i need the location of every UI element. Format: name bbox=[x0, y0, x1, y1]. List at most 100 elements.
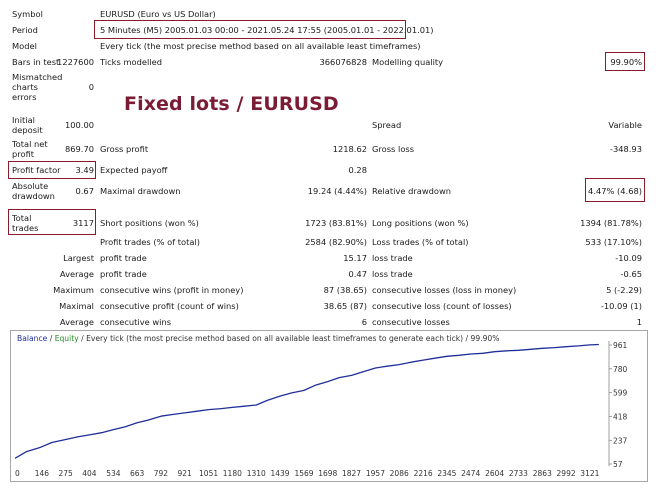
loss-trades-value: 533 (17.10%) bbox=[585, 237, 642, 247]
total-net-profit-value: 869.70 bbox=[64, 144, 94, 154]
chart-legend: Balance / Equity / Every tick (the most … bbox=[17, 334, 499, 343]
total-trades-value: 3117 bbox=[72, 218, 94, 228]
ticks-modelled-label: Ticks modelled bbox=[100, 57, 162, 67]
mismatched-label-line2: charts bbox=[12, 82, 38, 92]
balance-chart: Balance / Equity / Every tick (the most … bbox=[10, 330, 648, 482]
total-net-profit-label-line1: Total net bbox=[12, 139, 48, 149]
legend-equity: Equity bbox=[54, 334, 79, 343]
profit-factor-highlight-box bbox=[8, 161, 96, 179]
modelling-quality-label: Modelling quality bbox=[372, 57, 444, 67]
total-trades-highlight-box bbox=[8, 209, 96, 235]
profit-trades-label: Profit trades (% of total) bbox=[100, 237, 200, 247]
bars-in-test-label: Bars in test bbox=[12, 57, 60, 67]
average-consecutive-losses-label: consecutive losses bbox=[372, 317, 450, 327]
initial-deposit-label-line2: deposit bbox=[12, 125, 43, 135]
model-label: Model bbox=[12, 41, 37, 51]
initial-deposit-label-line1: Initial bbox=[12, 115, 35, 125]
y-tick-label: 780 bbox=[613, 365, 628, 374]
loss-trades-label: Loss trades (% of total) bbox=[372, 237, 469, 247]
largest-loss-trade-label: loss trade bbox=[372, 253, 413, 263]
expected-payoff-label: Expected payoff bbox=[100, 165, 168, 175]
short-positions-value: 1723 (83.81%) bbox=[305, 218, 367, 228]
detail-prefix-largest: Largest bbox=[63, 253, 94, 263]
gross-loss-label: Gross loss bbox=[372, 144, 415, 154]
maximal-consecutive-profit-value: 38.65 (87) bbox=[323, 301, 367, 311]
relative-drawdown-label: Relative drawdown bbox=[372, 186, 452, 196]
symbol-value: EURUSD (Euro vs US Dollar) bbox=[100, 9, 216, 19]
average-consecutive-wins-label: consecutive wins bbox=[100, 317, 172, 327]
absolute-drawdown-label-line2: drawdown bbox=[12, 191, 55, 201]
x-tick-label: 0 bbox=[15, 469, 20, 478]
max-consecutive-wins-value: 87 (38.65) bbox=[323, 285, 367, 295]
x-tick-label: 2733 bbox=[509, 469, 528, 478]
profit-factor-value: 3.49 bbox=[75, 165, 94, 175]
balance-chart-svg: 961 780 599 418 237 57 0 146 275 404 534 663 792 921 1… bbox=[14, 341, 628, 478]
absolute-drawdown-value: 0.67 bbox=[75, 186, 94, 196]
x-tick-label: 2345 bbox=[437, 469, 456, 478]
x-tick-label: 1827 bbox=[342, 469, 361, 478]
x-tick-label: 1439 bbox=[270, 469, 289, 478]
x-tick-label: 404 bbox=[82, 469, 97, 478]
x-tick-label: 275 bbox=[58, 469, 73, 478]
x-tick-label: 3121 bbox=[580, 469, 599, 478]
expected-payoff-value: 0.28 bbox=[348, 165, 367, 175]
largest-profit-trade-label: profit trade bbox=[100, 253, 147, 263]
detail-prefix-maximal: Maximal bbox=[59, 301, 94, 311]
y-tick-label: 418 bbox=[613, 412, 628, 421]
short-positions-label: Short positions (won %) bbox=[100, 218, 199, 228]
maximal-drawdown-label: Maximal drawdown bbox=[100, 186, 181, 196]
spread-label: Spread bbox=[372, 120, 402, 130]
largest-profit-trade-value: 15.17 bbox=[343, 253, 367, 263]
legend-description: / Every tick (the most precise method ba… bbox=[78, 334, 500, 343]
legend-separator: / bbox=[47, 334, 55, 343]
average-loss-trade-value: -0.65 bbox=[620, 269, 642, 279]
gross-profit-label: Gross profit bbox=[100, 144, 149, 154]
average-profit-trade-value: 0.47 bbox=[348, 269, 367, 279]
y-tick-label: 599 bbox=[613, 389, 628, 398]
long-positions-value: 1394 (81.78%) bbox=[580, 218, 642, 228]
balance-series-line bbox=[14, 343, 599, 459]
modelling-quality-value: 99.90% bbox=[610, 57, 642, 67]
x-tick-label: 2992 bbox=[557, 469, 576, 478]
relative-drawdown-highlight-box bbox=[585, 178, 645, 202]
bars-in-test-value: 1227600 bbox=[57, 57, 94, 67]
maximal-consecutive-profit-label: consecutive profit (count of wins) bbox=[100, 301, 239, 311]
x-tick-label: 2216 bbox=[414, 469, 433, 478]
period-label: Period bbox=[12, 25, 38, 35]
detail-prefix-average-consecutive: Average bbox=[59, 317, 94, 327]
mismatched-value: 0 bbox=[88, 82, 94, 92]
total-trades-label-line2: trades bbox=[12, 223, 39, 233]
spread-value: Variable bbox=[608, 120, 642, 130]
average-loss-trade-label: loss trade bbox=[372, 269, 413, 279]
detail-prefix-average: Average bbox=[59, 269, 94, 279]
period-highlight-box bbox=[94, 20, 406, 39]
total-net-profit-label-line2: profit bbox=[12, 149, 35, 159]
x-tick-label: 792 bbox=[154, 469, 169, 478]
x-tick-label: 1051 bbox=[199, 469, 218, 478]
absolute-drawdown-label-line1: Absolute bbox=[12, 181, 49, 191]
max-consecutive-wins-label: consecutive wins (profit in money) bbox=[100, 285, 244, 295]
modelling-quality-highlight-box bbox=[605, 52, 645, 71]
y-tick-label: 237 bbox=[613, 436, 628, 445]
x-tick-label: 2604 bbox=[485, 469, 504, 478]
x-tick-label: 534 bbox=[106, 469, 121, 478]
x-tick-label: 921 bbox=[177, 469, 192, 478]
mismatched-label-line1: Mismatched bbox=[12, 72, 63, 82]
ticks-modelled-value: 366076828 bbox=[319, 57, 367, 67]
model-value: Every tick (the most precise method base… bbox=[100, 41, 421, 51]
x-tick-label: 2863 bbox=[533, 469, 552, 478]
x-tick-label: 1180 bbox=[223, 469, 242, 478]
legend-balance: Balance bbox=[17, 334, 48, 343]
x-tick-label: 146 bbox=[35, 469, 50, 478]
profit-factor-label: Profit factor bbox=[12, 165, 61, 175]
x-tick-label: 1698 bbox=[318, 469, 337, 478]
y-tick-label: 961 bbox=[613, 341, 628, 350]
period-value: 5 Minutes (M5) 2005.01.03 00:00 - 2021.0… bbox=[100, 25, 434, 35]
long-positions-label: Long positions (won %) bbox=[372, 218, 469, 228]
x-tick-label: 1569 bbox=[294, 469, 313, 478]
gross-loss-value: -348.93 bbox=[609, 144, 642, 154]
max-consecutive-losses-label: consecutive losses (loss in money) bbox=[372, 285, 517, 295]
average-consecutive-wins-value: 6 bbox=[361, 317, 367, 327]
x-tick-label: 1957 bbox=[366, 469, 385, 478]
profit-trades-value: 2584 (82.90%) bbox=[305, 237, 367, 247]
